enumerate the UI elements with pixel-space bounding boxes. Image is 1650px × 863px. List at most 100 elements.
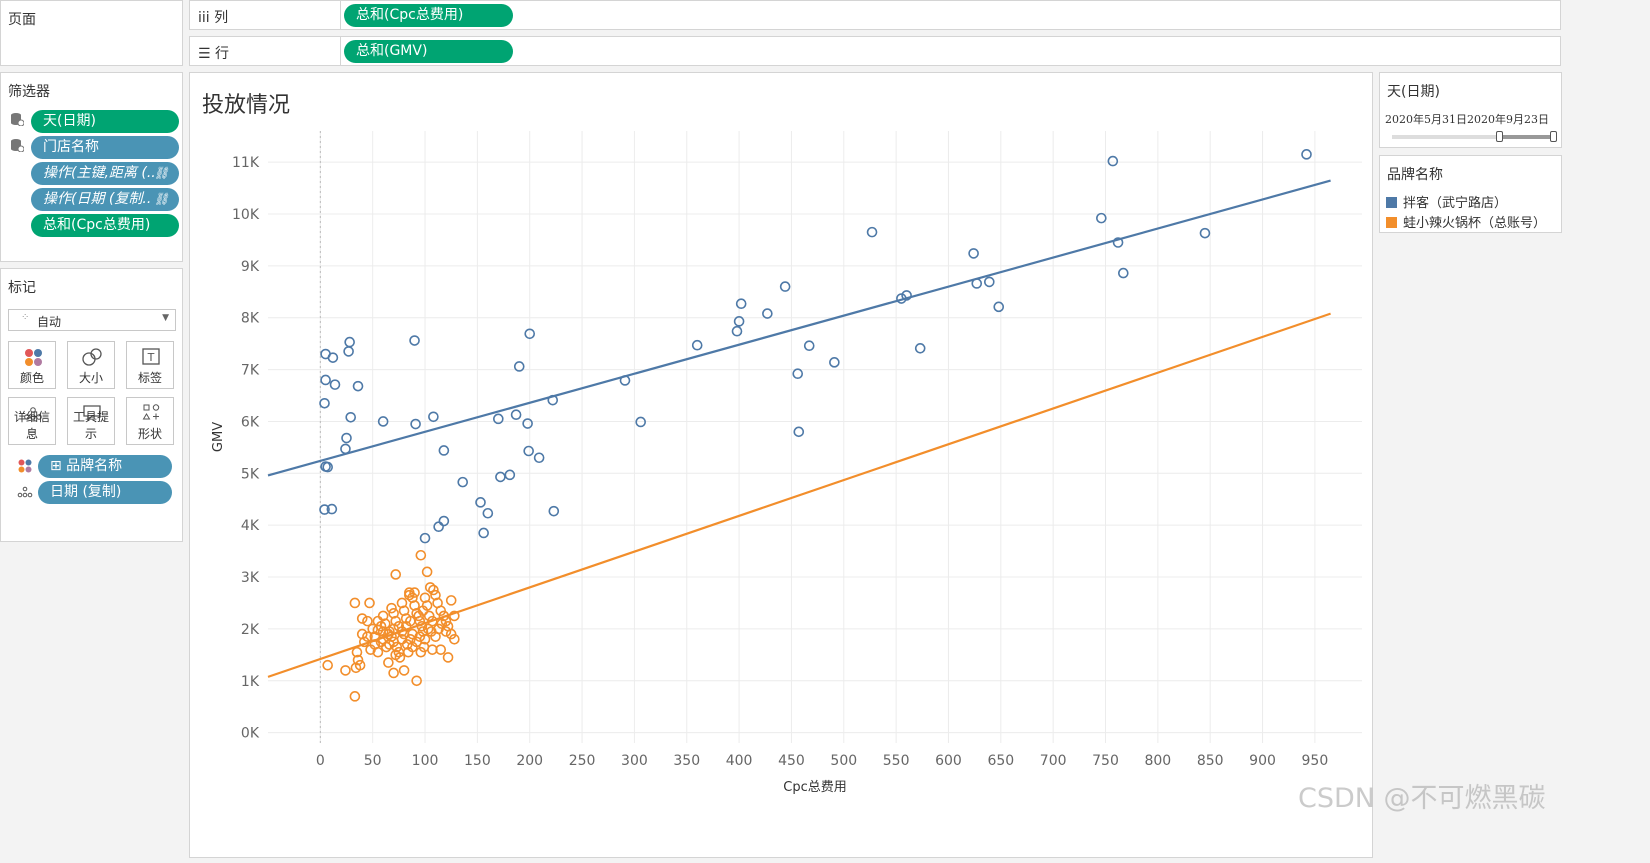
scatter-point-0 [792,368,804,380]
scatter-point-1 [386,602,397,614]
x-tick-label: 350 [673,753,700,769]
slider-start-handle[interactable] [1496,131,1503,142]
rows-label: 行 [215,46,230,62]
scatter-point-0 [438,445,450,456]
scatter-point-0 [504,469,516,481]
x-tick-label: 800 [1144,753,1171,769]
scatter-point-1 [449,633,460,645]
legend-item-waxiaola[interactable]: 蛙小辣火锅杯（总账号） [1386,212,1546,231]
scatter-point-0 [735,298,747,310]
y-tick-label: 8K [241,311,260,327]
svg-text:T: T [147,351,155,364]
chevron-down-icon[interactable]: ▼ [162,313,169,323]
scatter-point-1 [433,623,444,635]
label-icon: T [142,348,160,365]
detail-button-label: 详细信息 [13,410,50,441]
x-tick-label: 100 [412,753,439,769]
scatter-point-0 [320,374,331,386]
x-tick-label: 850 [1197,753,1224,769]
scatter-point-0 [522,418,533,429]
scatter-point-1 [349,597,361,609]
scatter-point-0 [319,397,330,409]
rows-shelf[interactable]: ☰ 行 总和(GMV) [189,36,1561,66]
scatter-point-1 [405,615,416,627]
y-tick-label: 4K [241,518,260,534]
scatter-point-1 [322,659,333,671]
scatter-point-0 [984,276,995,288]
x-tick-label: 150 [464,753,491,769]
detail-icon [24,407,42,420]
scatter-point-0 [619,375,631,386]
scatter-point-1 [422,623,434,635]
scatter-point-1 [421,566,433,578]
filter-pill-day[interactable]: 天(日期) [31,110,179,133]
marks-panel-title: 标记 [8,280,36,296]
y-tick-label: 10K [232,207,260,223]
columns-pill-cpc[interactable]: 总和(Cpc总费用) [344,4,513,27]
scatter-point-1 [362,615,373,627]
x-tick-label: 0 [316,753,325,769]
scatter-point-0 [829,357,840,368]
scatter-point-1 [340,665,351,676]
scatter-point-0 [733,316,745,327]
scatter-point-1 [402,646,414,658]
scatter-point-1 [372,615,384,627]
filter-pill-cpc[interactable]: 总和(Cpc总费用) [31,214,179,237]
color-icon [25,349,42,366]
scatter-point-0 [493,413,504,425]
scatter-point-0 [731,325,743,337]
scatter-point-1 [411,675,422,687]
marks-field-date-copy[interactable]: 日期 (复制) [38,481,172,504]
scatter-point-0 [896,293,907,304]
color-button[interactable]: 颜色 [8,341,56,389]
scatter-point-1 [427,615,438,627]
database-icon [11,113,24,126]
marks-field-brand[interactable]: ⊞ 品牌名称 [38,455,172,478]
tooltip-icon [83,405,101,422]
columns-shelf[interactable]: iii 列 总和(Cpc总费用) [189,0,1561,30]
scatter-point-0 [438,515,450,527]
slider-end-handle[interactable] [1550,131,1557,142]
scatter-point-0 [326,503,338,515]
scatter-point-0 [475,497,486,508]
tooltip-button[interactable]: 工具提示 [67,397,115,445]
label-button[interactable]: T 标签 [126,341,174,389]
filter-pill-action-date[interactable]: 操作(日期 (复制.. ⛓ [31,188,179,211]
x-tick-label: 550 [883,753,910,769]
filters-panel-title: 筛选器 [8,84,50,100]
legend-item-banke[interactable]: 拌客（武宁路店） [1386,192,1507,211]
scatter-point-0 [343,346,354,357]
pages-panel[interactable]: 页面 [0,0,183,66]
label-button-label: 标签 [137,371,162,385]
date-filter-title: 天(日期) [1387,84,1440,100]
filter-pill-action-key[interactable]: 操作(主键,距离 (.. ⛓ [31,162,179,185]
scatter-point-1 [375,621,387,632]
scatter-point-1 [404,589,415,601]
x-tick-label: 300 [621,753,648,769]
scatter-point-1 [427,644,438,655]
scatter-point-1 [351,646,363,658]
scatter-point-0 [377,416,389,427]
filters-panel: 筛选器 天(日期) 门店名称 操作(主键,距离 (.. ⛓ 操作(日期 (复制.… [0,72,183,262]
scatter-point-1 [350,662,362,674]
scatter-point-1 [417,605,429,617]
scatter-point-1 [416,621,428,632]
detail-button[interactable]: 详细信息 [8,397,56,445]
mark-type-select[interactable]: ⁘ 自动 ▼ [8,309,176,331]
filter-pill-store[interactable]: 门店名称 [31,136,179,159]
pages-panel-title: 页面 [8,12,36,28]
size-icon [82,348,102,366]
scatter-point-0 [510,409,522,420]
scatter-point-1 [435,605,447,617]
scatter-point-1 [380,641,392,653]
scatter-chart[interactable]: 0K 1K 2K 3K 4K 5K 6K 7K 8K 9K 10K 11K 0 50 100 150 200 25… [190,123,1370,843]
x-tick-label: 600 [935,753,962,769]
scatter-point-0 [779,281,791,292]
x-tick-label: 450 [778,753,805,769]
size-button[interactable]: 大小 [67,341,115,389]
date-filter-card: 天(日期) 2020年5月31日2020年9月23日 [1379,72,1562,148]
date-range-slider[interactable] [1392,131,1557,142]
shape-button[interactable]: 形状 [126,397,174,445]
rows-pill-gmv[interactable]: 总和(GMV) [344,40,513,63]
columns-shelf-label: iii 列 [198,7,228,27]
